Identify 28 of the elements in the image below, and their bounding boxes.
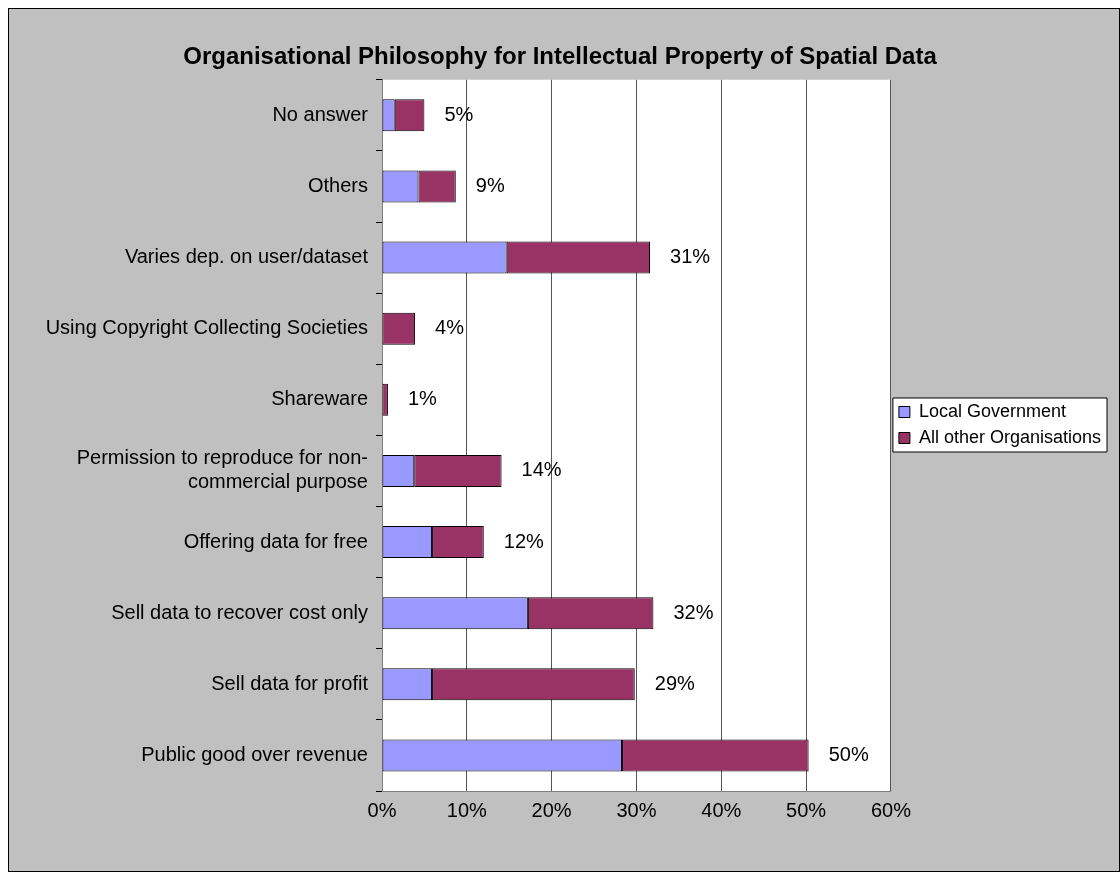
total-label: 50% — [828, 742, 869, 765]
x-tick-label: 40% — [701, 798, 742, 821]
total-label: 29% — [654, 671, 695, 694]
y-tick-label: Sell data to recover cost only — [111, 600, 368, 623]
y-tick-label: Others — [307, 174, 368, 196]
total-label: 9% — [475, 174, 505, 196]
total-label: 4% — [435, 316, 465, 339]
total-label: 12% — [503, 529, 545, 552]
x-tick-label: 60% — [870, 798, 912, 821]
y-tick-label: Using Copyright Collecting Societies — [45, 316, 368, 339]
y-tick-label: Public good over revenue — [141, 742, 368, 765]
y-tick-label: Varies dep. on user/dataset — [124, 245, 369, 268]
y-tick-label: Shareware — [271, 387, 368, 410]
legend-label: Local Government — [918, 400, 1066, 421]
y-tick-label: Sell data for profit — [211, 671, 369, 694]
y-tick-label: No answer — [272, 102, 369, 125]
total-label: 1% — [407, 387, 438, 410]
x-tick-label: 10% — [446, 798, 488, 821]
chart-title: Organisational Philosophy for Intellectual Property of Spatial Data — [183, 42, 938, 70]
x-tick-label: 20% — [531, 798, 572, 821]
y-tick-label: Permission to reproduce for non-commercial purpose — [76, 446, 368, 493]
x-tick-label: 30% — [616, 798, 657, 821]
x-tick-label: 0% — [367, 798, 397, 821]
total-label: 32% — [673, 600, 714, 623]
x-tick-label: 50% — [786, 798, 827, 821]
total-label: 31% — [670, 245, 711, 268]
legend-label: All other Organisations — [918, 426, 1101, 447]
y-tick-label: Offering data for free — [183, 529, 368, 552]
